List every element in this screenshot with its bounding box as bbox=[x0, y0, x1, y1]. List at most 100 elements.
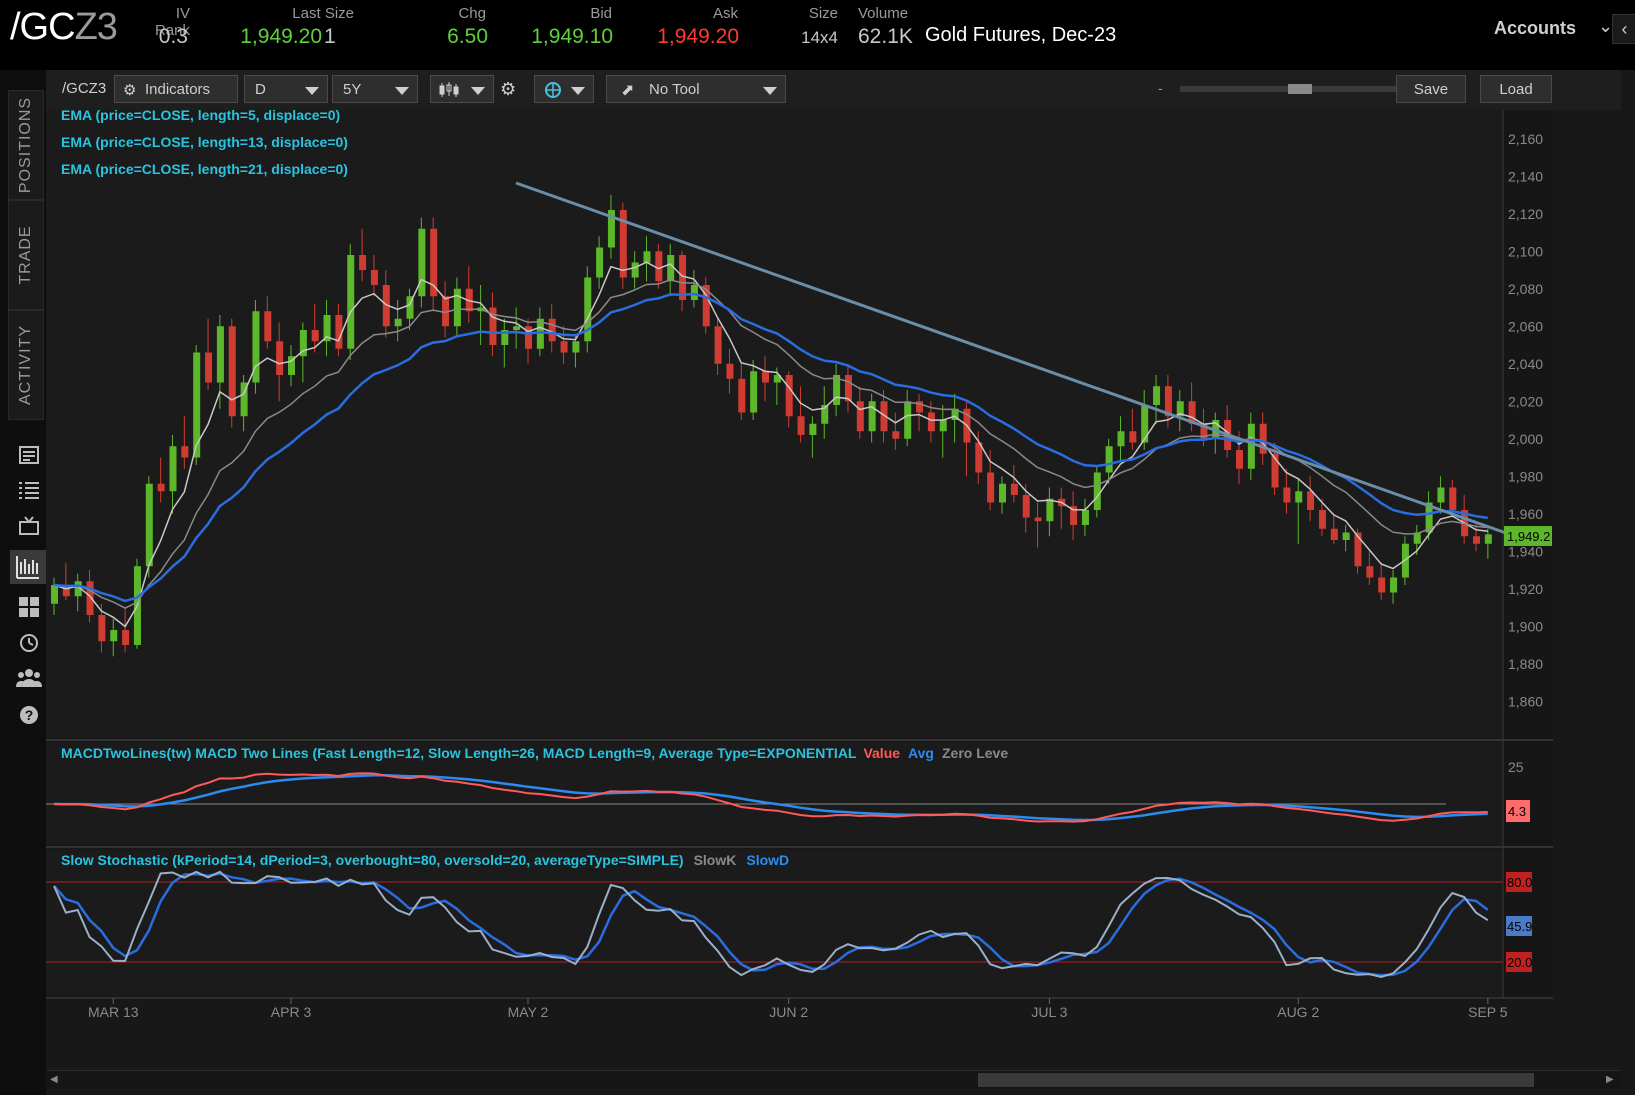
candle-body bbox=[157, 483, 165, 492]
chart-style-select[interactable] bbox=[430, 75, 494, 103]
tag-45-text: 45.9 bbox=[1507, 919, 1532, 934]
load-button[interactable]: Load bbox=[1480, 75, 1552, 103]
ema13-line bbox=[53, 279, 1488, 609]
zoom-slider[interactable] bbox=[1180, 84, 1396, 94]
candle-body bbox=[501, 330, 509, 345]
y-tick-label: 1,880 bbox=[1508, 656, 1543, 672]
last-size-label: Last Size bbox=[292, 5, 354, 22]
zoom-slider-handle[interactable] bbox=[1288, 84, 1312, 94]
list-icon[interactable] bbox=[14, 480, 44, 508]
save-button[interactable]: Save bbox=[1396, 75, 1466, 103]
candle-body bbox=[1295, 491, 1303, 503]
drawing-set-select[interactable] bbox=[534, 75, 594, 103]
candle-body bbox=[1117, 431, 1125, 447]
people-icon[interactable] bbox=[14, 668, 44, 696]
news-icon[interactable] bbox=[14, 445, 44, 473]
candle-body bbox=[596, 247, 604, 278]
grid-icon[interactable] bbox=[14, 596, 44, 624]
y-tick-label: 1,980 bbox=[1508, 468, 1543, 484]
candle-body bbox=[86, 581, 94, 615]
last-size-value: 1 bbox=[324, 25, 336, 48]
candle-body bbox=[856, 401, 864, 432]
candle-body bbox=[394, 318, 402, 327]
chart-icon[interactable] bbox=[10, 550, 46, 584]
candle-body bbox=[643, 251, 651, 263]
tab-positions[interactable]: POSITIONS bbox=[8, 90, 44, 200]
ema5-legend: EMA (price=CLOSE, length=5, displace=0) bbox=[61, 110, 340, 123]
time-range-select[interactable]: 5Y bbox=[332, 75, 418, 103]
candle-body bbox=[726, 363, 734, 379]
candle-body bbox=[264, 311, 272, 342]
accounts-menu[interactable]: Accounts bbox=[1494, 18, 1577, 38]
aggregation-select[interactable]: D bbox=[244, 75, 328, 103]
candle-body bbox=[145, 483, 153, 567]
history-icon[interactable] bbox=[14, 632, 44, 660]
scroll-right-icon[interactable]: ▶ bbox=[1606, 1074, 1614, 1085]
drawing-tool-select[interactable]: ⬈ No Tool bbox=[606, 75, 786, 103]
gear-icon: ⚙ bbox=[123, 82, 137, 99]
chart-toolbar: /GCZ3 ⚙ Indicators D 5Y ⚙ ⬈ No Tool - + … bbox=[46, 70, 1621, 110]
last-price-tag bbox=[1504, 526, 1552, 546]
settings-icon[interactable]: ⚙ bbox=[500, 79, 517, 99]
candle-body bbox=[74, 581, 82, 597]
scroll-left-icon[interactable]: ◀ bbox=[50, 1074, 58, 1085]
candle-body bbox=[122, 630, 130, 645]
tab-trade[interactable]: TRADE bbox=[8, 200, 44, 310]
instrument-description: Gold Futures, Dec-23 bbox=[925, 24, 1117, 46]
candle-body bbox=[1437, 487, 1445, 503]
tab-activity[interactable]: ACTIVITY bbox=[8, 310, 44, 420]
horizontal-scrollbar[interactable]: ◀ ▶ bbox=[46, 1070, 1621, 1089]
slow-d-line bbox=[53, 872, 1489, 977]
indicators-button[interactable]: ⚙ Indicators bbox=[114, 75, 238, 103]
price-panel bbox=[46, 110, 1503, 738]
candle-body bbox=[880, 401, 888, 432]
candle-body bbox=[1484, 534, 1492, 544]
tag-80-text: 80.0 bbox=[1507, 875, 1532, 890]
macd-y-tick: 25 bbox=[1508, 759, 1524, 775]
chg-label: Chg bbox=[458, 5, 486, 22]
candle-body bbox=[631, 262, 639, 278]
tag-20 bbox=[1506, 952, 1532, 972]
candle-body bbox=[1093, 472, 1101, 510]
y-tick-label: 2,160 bbox=[1508, 131, 1543, 147]
volume-value: 62.1K bbox=[858, 25, 913, 48]
candle-body bbox=[1283, 487, 1291, 503]
candle-body bbox=[1330, 528, 1338, 540]
candle-body bbox=[525, 326, 532, 349]
tag-80 bbox=[1506, 872, 1532, 892]
symbol-title[interactable]: /GCZ3 bbox=[10, 6, 118, 48]
collapse-left-icon[interactable]: ‹ bbox=[1612, 14, 1635, 44]
candle-body bbox=[1176, 401, 1184, 417]
chevron-down-icon[interactable]: ⌄ bbox=[1598, 16, 1614, 36]
x-tick-label: APR 3 bbox=[271, 1004, 312, 1020]
candle-body bbox=[667, 255, 675, 282]
chart-svg[interactable]: 2,160 2,140 2,120 2,100 2,080 2,060 2,040 2,020… bbox=[46, 110, 1621, 1070]
candle-body bbox=[584, 277, 592, 342]
candle-body bbox=[892, 431, 900, 439]
bid-value[interactable]: 1,949.10 bbox=[531, 25, 613, 48]
size-value: 14x4 bbox=[801, 28, 838, 47]
x-tick-label: SEP 5 bbox=[1468, 1004, 1508, 1020]
svg-text:?: ? bbox=[25, 707, 34, 723]
candle-body bbox=[548, 318, 556, 342]
candle-body bbox=[228, 326, 236, 417]
candle-body bbox=[489, 307, 497, 345]
candle-body bbox=[169, 446, 177, 492]
last-price-tag-text: 1,949.2 bbox=[1507, 529, 1550, 544]
y-tick-label: 2,080 bbox=[1508, 281, 1543, 297]
help-icon[interactable]: ? bbox=[14, 704, 44, 732]
candle-body bbox=[738, 378, 746, 413]
zoom-out-button[interactable]: - bbox=[1158, 80, 1163, 96]
y-tick-label: 1,900 bbox=[1508, 618, 1543, 634]
candle-body bbox=[418, 228, 426, 297]
candle-body bbox=[1449, 487, 1457, 510]
tv-icon[interactable] bbox=[14, 516, 44, 544]
ask-value[interactable]: 1,949.20 bbox=[657, 25, 739, 48]
candle-body bbox=[1236, 450, 1243, 469]
candle-body bbox=[1342, 532, 1350, 540]
trend-line bbox=[515, 181, 1507, 535]
candle-body bbox=[1046, 498, 1054, 522]
x-tick-label: MAR 13 bbox=[88, 1004, 139, 1020]
scrollbar-thumb[interactable] bbox=[978, 1073, 1534, 1087]
ask-label: Ask bbox=[712, 5, 738, 22]
